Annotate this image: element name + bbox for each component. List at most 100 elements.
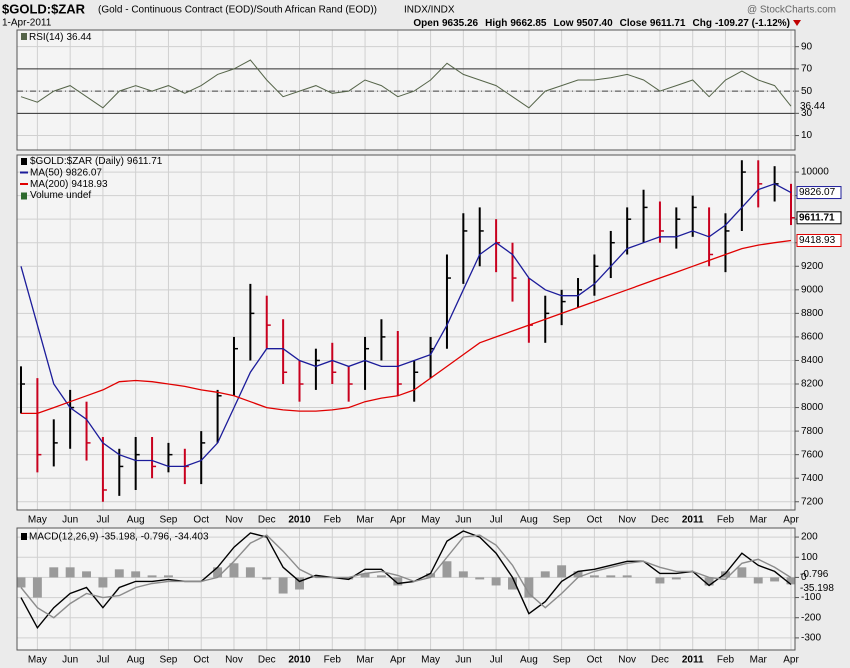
histogram-bar <box>131 571 141 578</box>
legend: RSI(14) 36.44 <box>29 32 92 43</box>
x-tick-label: May <box>421 655 440 666</box>
panel-border <box>16 154 796 511</box>
histogram-bar <box>360 573 370 578</box>
histogram-bar <box>49 567 59 578</box>
x-tick-label: Jun <box>455 515 471 526</box>
legend: MACD(12,26,9) -35.198, -0.796, -34.403 <box>29 532 209 543</box>
x-tick-label: Dec <box>651 655 669 666</box>
exchange: INDX/INDX <box>404 5 455 16</box>
y-tick-label: 30 <box>801 108 813 119</box>
x-tick-label: Feb <box>717 515 735 526</box>
legend-value: 9418.93 <box>71 179 108 190</box>
histogram-bar <box>163 575 173 578</box>
quote-label: Low <box>554 18 574 29</box>
histogram-bar <box>442 561 452 578</box>
y-tick-label: 8200 <box>801 379 824 390</box>
x-tick-label: Dec <box>651 515 669 526</box>
histogram-bar <box>770 577 780 582</box>
histogram-bar <box>278 577 288 594</box>
x-tick-label: Oct <box>587 515 603 526</box>
histogram-bar <box>32 577 42 598</box>
x-tick-label: Feb <box>324 515 342 526</box>
legend: MA(50) 9826.07 <box>30 167 102 178</box>
macd-line <box>20 530 792 630</box>
value-box <box>796 233 842 247</box>
histogram-bar <box>426 573 436 578</box>
y-tick-label: -100 <box>801 592 821 603</box>
x-tick-label: Nov <box>225 655 243 666</box>
y-tick-label: 7200 <box>801 496 824 507</box>
y-tick-label: -200 <box>801 612 821 623</box>
histogram-bar <box>262 577 272 580</box>
histogram-bar <box>344 577 354 580</box>
x-tick-label: 2011 <box>682 655 704 666</box>
histogram-bar <box>393 577 403 586</box>
histogram-bar <box>82 571 91 578</box>
y-tick-label: 9200 <box>801 261 824 272</box>
histogram-bar <box>245 567 255 578</box>
x-tick-label: Mar <box>356 655 374 666</box>
legend: Volume undef <box>30 190 91 201</box>
macd-line <box>20 534 792 619</box>
histogram-bar <box>573 571 583 578</box>
quote-value: 9662.85 <box>510 18 547 29</box>
x-tick-label: Apr <box>783 655 799 666</box>
legend: MA(200) 9418.93 <box>30 179 108 190</box>
last-value: -0.796 <box>800 569 829 580</box>
y-tick-label: 50 <box>801 86 813 97</box>
y-tick-label: 90 <box>801 41 813 52</box>
histogram-bar <box>295 577 304 590</box>
x-tick-label: Nov <box>225 515 243 526</box>
legend: $GOLD:$ZAR (Daily) 9611.71 <box>30 156 163 167</box>
value-box <box>796 186 842 200</box>
x-tick-label: Jun <box>62 655 78 666</box>
x-tick-label: Feb <box>324 655 342 666</box>
histogram-bar <box>65 567 75 578</box>
legend-icon <box>21 33 27 40</box>
x-tick-label: Jul <box>97 655 110 666</box>
moving-average <box>20 183 792 468</box>
histogram-bar <box>508 577 517 590</box>
x-tick-label: 2010 <box>288 515 311 526</box>
histogram-bar <box>376 575 386 578</box>
histogram-bar <box>671 577 681 580</box>
legend-value: 9611.71 <box>127 156 163 167</box>
symbol: $GOLD:$ZAR <box>2 1 86 16</box>
x-tick-label: Mar <box>750 515 768 526</box>
histogram-bar <box>98 577 108 588</box>
x-tick-label: May <box>28 515 47 526</box>
x-tick-label: Mar <box>750 655 768 666</box>
x-tick-label: Oct <box>193 655 209 666</box>
quote-value: 9635.26 <box>442 18 479 29</box>
x-tick-label: Sep <box>160 515 178 526</box>
x-tick-label: Jun <box>62 515 78 526</box>
histogram-bar <box>147 575 157 578</box>
x-tick-label: 2010 <box>288 655 311 666</box>
x-tick-label: Aug <box>127 655 145 666</box>
panel <box>17 30 795 150</box>
quote-value: 9611.71 <box>650 18 686 29</box>
legend-icon <box>21 192 27 200</box>
y-tick-label: 100 <box>801 552 818 563</box>
x-tick-label: Nov <box>618 655 636 666</box>
x-tick-label: Jul <box>490 515 503 526</box>
value-label: 9611.71 <box>799 212 835 223</box>
description: (Gold - Continuous Contract (EOD)/South … <box>98 5 377 16</box>
y-tick-label: 200 <box>801 532 818 543</box>
quote-value: 9507.40 <box>577 18 614 29</box>
x-tick-label: Dec <box>258 655 276 666</box>
last-value: 36.44 <box>800 101 825 112</box>
histogram-bar <box>589 575 599 578</box>
x-tick-label: Mar <box>356 515 374 526</box>
x-tick-label: Aug <box>520 655 538 666</box>
histogram-bar <box>540 571 550 578</box>
legend-value: 9826.07 <box>66 167 103 178</box>
source: @ StockCharts.com <box>747 5 836 16</box>
x-tick-label: Jul <box>97 515 110 526</box>
x-tick-label: May <box>28 655 47 666</box>
down-arrow <box>793 20 801 26</box>
histogram-bar <box>213 567 223 578</box>
value-label: 9826.07 <box>799 187 836 198</box>
histogram-bar <box>16 577 26 588</box>
